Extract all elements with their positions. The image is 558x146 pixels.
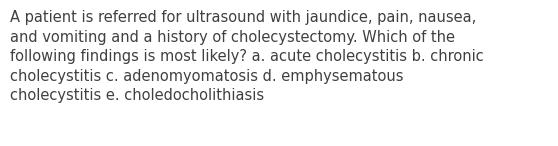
Text: A patient is referred for ultrasound with jaundice, pain, nausea,
and vomiting a: A patient is referred for ultrasound wit…	[10, 10, 484, 104]
